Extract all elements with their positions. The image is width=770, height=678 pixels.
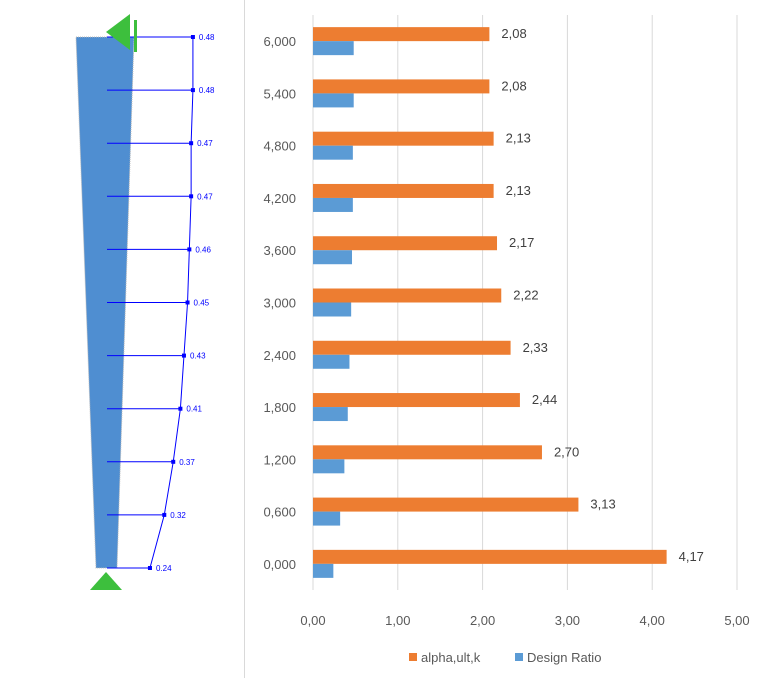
ratio-label: 0.41 [186, 405, 202, 414]
y-tick-label: 4,200 [263, 191, 296, 206]
ratio-label: 0.43 [190, 352, 206, 361]
x-tick-label: 5,00 [724, 613, 749, 628]
ratio-point [189, 194, 194, 199]
ratio-point [189, 141, 194, 146]
bar-alpha-ult-k [313, 131, 494, 146]
legend-swatch [515, 653, 523, 661]
ratio-point [185, 300, 190, 305]
bar-design-ratio [313, 459, 345, 474]
y-tick-label: 5,400 [263, 86, 296, 101]
ratio-label: 0.24 [156, 564, 172, 573]
ratio-label: 0.37 [179, 458, 195, 467]
y-tick-label: 3,600 [263, 243, 296, 258]
ratio-point [181, 353, 186, 358]
legend-label: Design Ratio [527, 650, 601, 665]
ratio-point [147, 566, 152, 570]
ratio-label: 0.45 [194, 299, 210, 308]
bar-design-ratio [313, 354, 350, 369]
top-support-bar [134, 20, 137, 52]
ratio-label: 0.47 [197, 192, 213, 201]
ratio-point [190, 88, 195, 93]
bar-design-ratio [313, 563, 334, 578]
divider [244, 0, 245, 678]
data-label: 2,70 [554, 444, 579, 459]
bar-alpha-ult-k [313, 79, 490, 94]
bar-alpha-ult-k [313, 549, 667, 564]
y-tick-label: 0,600 [263, 505, 296, 520]
bar-design-ratio [313, 93, 354, 108]
data-label: 2,44 [532, 392, 557, 407]
data-label: 2,08 [501, 78, 526, 93]
bar-alpha-ult-k [313, 27, 490, 42]
data-label: 2,33 [523, 340, 548, 355]
y-tick-label: 0,000 [263, 557, 296, 572]
x-tick-label: 0,00 [300, 613, 325, 628]
top-support-icon [106, 14, 130, 50]
bar-design-ratio [313, 407, 348, 422]
y-tick-label: 6,000 [263, 34, 296, 49]
bar-alpha-ult-k [313, 288, 502, 303]
data-label: 2,08 [501, 26, 526, 41]
ratio-point [171, 459, 176, 464]
x-tick-label: 1,00 [385, 613, 410, 628]
data-label: 2,22 [513, 288, 538, 303]
ratio-point [187, 247, 192, 252]
bar-design-ratio [313, 41, 354, 56]
bar-alpha-ult-k [313, 183, 494, 198]
bar-alpha-ult-k [313, 497, 579, 512]
x-tick-label: 3,00 [555, 613, 580, 628]
data-label: 2,13 [506, 183, 531, 198]
y-tick-label: 2,400 [263, 348, 296, 363]
bar-design-ratio [313, 302, 352, 317]
y-tick-label: 3,000 [263, 296, 296, 311]
ratio-label: 0.48 [199, 86, 215, 95]
data-label: 2,13 [506, 131, 531, 146]
y-tick-label: 1,800 [263, 400, 296, 415]
bar-alpha-ult-k [313, 340, 511, 355]
bar-alpha-ult-k [313, 445, 542, 460]
y-tick-label: 4,800 [263, 139, 296, 154]
ratio-label: 0.46 [195, 245, 211, 254]
legend-swatch [409, 653, 417, 661]
bottom-support-icon [90, 572, 122, 590]
data-label: 4,17 [679, 549, 704, 564]
y-tick-label: 1,200 [263, 452, 296, 467]
x-tick-label: 4,00 [640, 613, 665, 628]
ratio-point [162, 512, 167, 517]
ratio-point [190, 35, 195, 39]
x-tick-label: 2,00 [470, 613, 495, 628]
legend-label: alpha,ult,k [421, 650, 481, 665]
bar-design-ratio [313, 197, 353, 212]
bar-design-ratio [313, 511, 341, 526]
data-label: 3,13 [590, 497, 615, 512]
ratio-label: 0.48 [199, 33, 215, 42]
bar-alpha-ult-k [313, 236, 498, 251]
ratio-label: 0.32 [170, 511, 186, 520]
member-diagram: 0.48 0.48 0.47 0.47 0.46 0.45 0.43 0.41 0.37 0.32… [75, 14, 215, 590]
ratio-point [178, 406, 183, 411]
bar-design-ratio [313, 145, 353, 160]
bar-alpha-ult-k [313, 393, 520, 408]
bar-design-ratio [313, 250, 353, 265]
ratio-label: 0.47 [197, 139, 213, 148]
data-label: 2,17 [509, 235, 534, 250]
